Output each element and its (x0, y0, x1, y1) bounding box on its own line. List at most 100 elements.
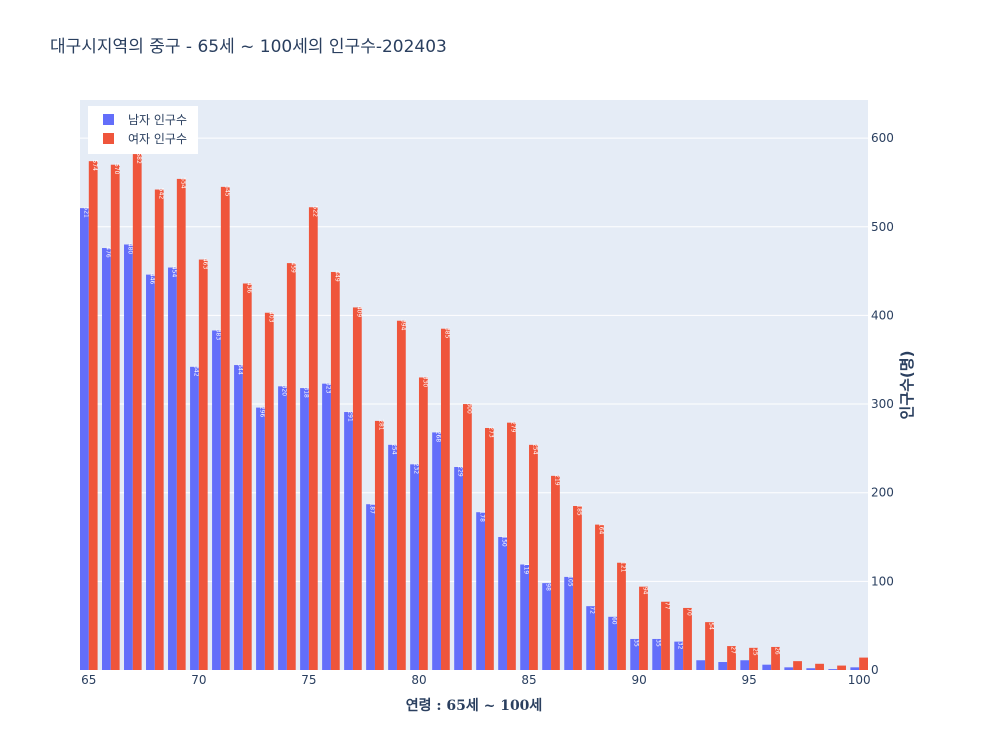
bar-value-label: 330 (421, 376, 428, 388)
female-bar-74[interactable] (286, 263, 296, 670)
male-bar-88[interactable] (586, 606, 596, 670)
male-bar-72[interactable] (234, 365, 243, 670)
male-bar-92[interactable] (674, 641, 684, 670)
y-tick-label: 600 (871, 131, 894, 145)
chart-title: 대구시지역의 중구 - 65세 ~ 100세의 인구수-202403 (50, 37, 447, 57)
bar-value-label: 344 (236, 363, 243, 375)
bar-value-label: 254 (531, 443, 538, 455)
male-bar-65[interactable] (80, 208, 89, 670)
y-axis-ticks: 0 100 200 300 400 500 600 (871, 131, 894, 677)
y-tick-label: 400 (871, 308, 894, 322)
male-bar-95[interactable] (740, 660, 750, 670)
x-tick-label: 70 (191, 673, 206, 687)
female-bar-91[interactable] (661, 601, 670, 670)
male-bar-77[interactable] (344, 412, 353, 670)
male-bar-69[interactable] (168, 267, 177, 670)
female-bar-83[interactable] (485, 427, 494, 670)
female-bar-99[interactable] (837, 665, 846, 670)
bar-value-label: 554 (179, 177, 186, 189)
female-bar-78[interactable] (374, 420, 384, 670)
female-bar-95[interactable] (749, 647, 758, 670)
female-bar-71[interactable] (220, 186, 230, 670)
female-bar-77[interactable] (352, 307, 362, 670)
bar-value-label: 26 (774, 647, 781, 655)
female-bar-67[interactable] (132, 154, 142, 670)
bar-value-label: 436 (245, 282, 252, 294)
female-bar-90[interactable] (639, 586, 648, 670)
male-bar-99[interactable] (828, 669, 838, 670)
male-bar-87[interactable] (564, 576, 574, 670)
female-bar-96[interactable] (771, 646, 780, 670)
female-bar-79[interactable] (396, 320, 406, 670)
female-bar-97[interactable] (793, 661, 802, 670)
male-bar-80[interactable] (410, 464, 419, 670)
male-bar-100[interactable] (850, 667, 860, 670)
male-bar-70[interactable] (190, 366, 199, 670)
bar-value-label: 32 (677, 642, 684, 650)
male-bar-71[interactable] (212, 330, 221, 670)
female-bar-86[interactable] (551, 475, 560, 670)
female-bar-75[interactable] (308, 207, 318, 670)
female-bar-65[interactable] (88, 161, 98, 671)
bar-value-label: 70 (686, 608, 693, 616)
female-bar-98[interactable] (815, 663, 824, 670)
bar-value-label: 187 (369, 503, 376, 515)
female-bar-89[interactable] (617, 562, 626, 670)
female-bar-80[interactable] (418, 377, 428, 670)
male-bar-67[interactable] (124, 244, 133, 671)
male-bar-79[interactable] (388, 444, 397, 670)
bar-value-label: 178 (479, 510, 486, 522)
female-bar-85[interactable] (529, 444, 538, 670)
female-bar-70[interactable] (198, 259, 208, 670)
male-bar-89[interactable] (608, 616, 618, 670)
female-bar-93[interactable] (705, 622, 714, 670)
male-bar-97[interactable] (784, 667, 794, 670)
male-bar-91[interactable] (652, 638, 662, 670)
male-bar-85[interactable] (520, 564, 530, 670)
female-bar-68[interactable] (154, 189, 164, 670)
female-bar-94[interactable] (727, 646, 736, 670)
male-bar-81[interactable] (432, 432, 441, 670)
female-bar-84[interactable] (507, 422, 516, 670)
male-bar-96[interactable] (762, 664, 772, 670)
male-bar-82[interactable] (454, 467, 463, 670)
bar-value-label: 219 (553, 474, 560, 486)
male-bar-78[interactable] (366, 504, 375, 670)
male-bar-90[interactable] (630, 638, 640, 670)
male-bar-74[interactable] (278, 386, 287, 670)
bar-value-label: 296 (258, 406, 265, 418)
female-bar-82[interactable] (462, 404, 472, 670)
bar-value-label: 150 (501, 535, 508, 547)
male-bar-73[interactable] (256, 407, 265, 670)
female-bar-100[interactable] (859, 657, 868, 670)
male-bar-75[interactable] (300, 388, 309, 670)
bar-value-label: 409 (355, 306, 362, 318)
female-bar-72[interactable] (242, 283, 252, 671)
male-bar-93[interactable] (696, 660, 706, 670)
male-bar-84[interactable] (498, 537, 508, 670)
male-bar-66[interactable] (102, 248, 111, 671)
female-bar-76[interactable] (330, 271, 340, 670)
female-bar-88[interactable] (595, 524, 604, 670)
bar-value-label: 476 (104, 246, 111, 258)
female-bar-73[interactable] (264, 312, 274, 670)
bar-value-label: 60 (611, 617, 618, 625)
female-bar-92[interactable] (683, 607, 692, 670)
female-bar-81[interactable] (440, 328, 450, 670)
female-bar-87[interactable] (573, 506, 582, 670)
bar-value-label: 281 (377, 419, 384, 431)
male-bar-86[interactable] (542, 583, 552, 670)
male-bar-76[interactable] (322, 383, 331, 670)
bar-value-label: 54 (708, 622, 715, 630)
legend-label-male: 남자 인구수 (128, 113, 187, 127)
bar-value-label: 35 (633, 639, 640, 647)
y-axis-title: 인구수(명) (898, 351, 916, 420)
male-bar-68[interactable] (146, 274, 155, 670)
female-bar-66[interactable] (110, 164, 120, 670)
male-bar-98[interactable] (806, 668, 816, 670)
y-tick-label: 500 (871, 220, 894, 234)
bar-value-label: 318 (303, 386, 310, 398)
male-bar-94[interactable] (718, 662, 728, 670)
female-bar-69[interactable] (176, 178, 186, 670)
male-bar-83[interactable] (476, 512, 485, 670)
